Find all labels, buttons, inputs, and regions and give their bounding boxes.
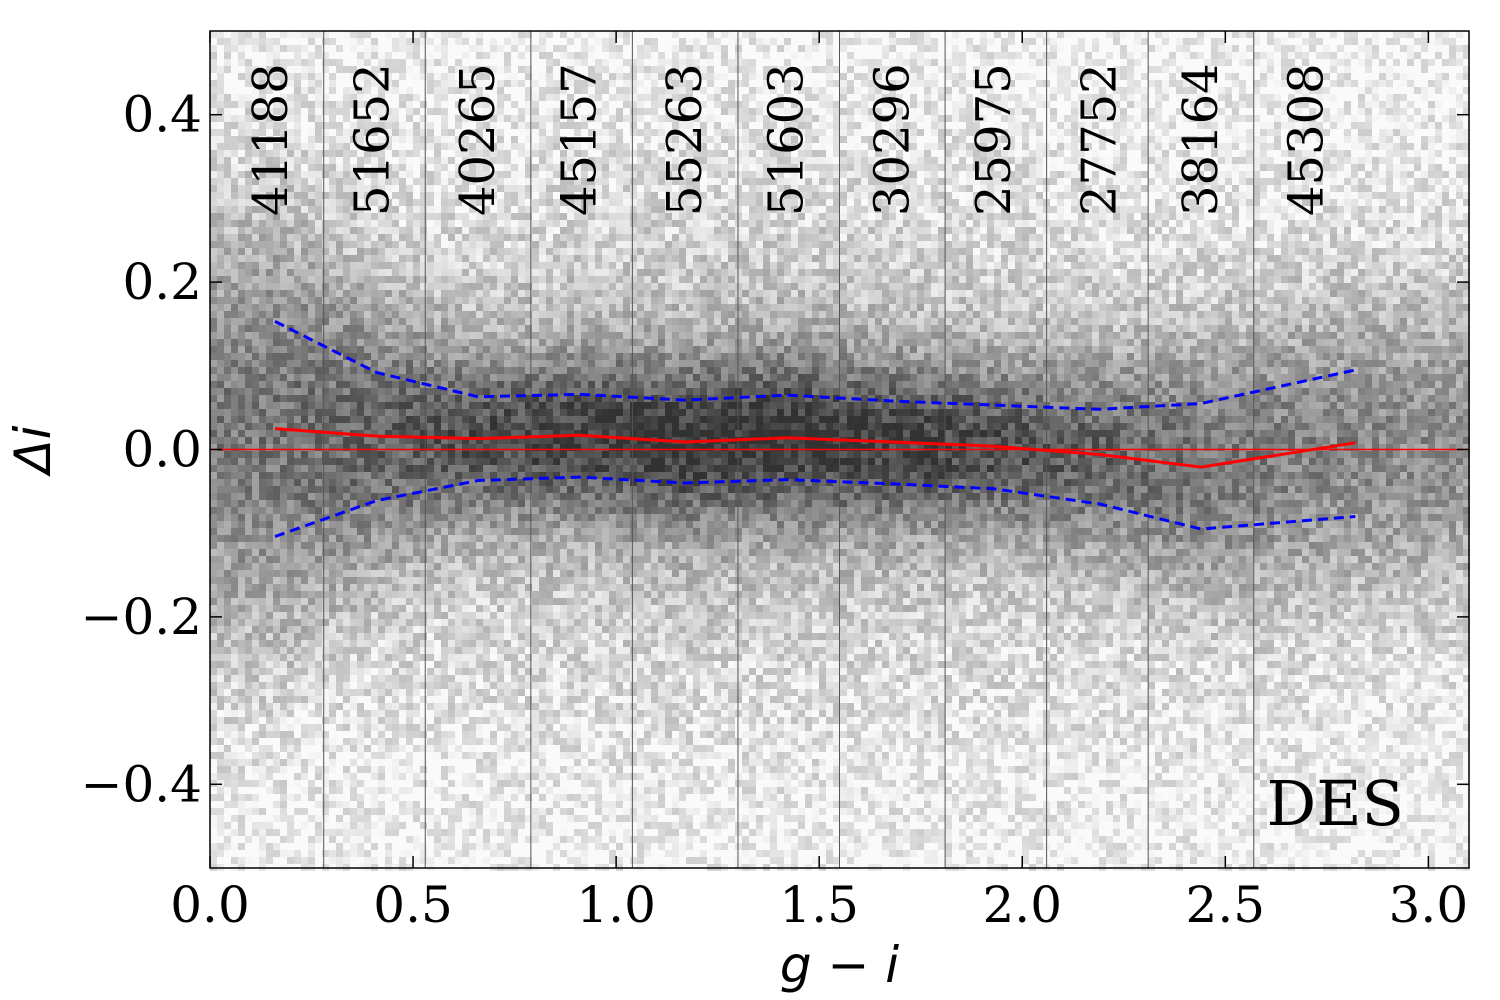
x-tick-label: 2.5 [1186,876,1266,934]
y-axis-title: Δi [4,425,62,477]
bin-count-label: 51603 [759,63,815,216]
bin-count-label: 45157 [552,63,608,216]
bin-count-label: 38164 [1173,63,1229,216]
survey-annotation: DES [1267,767,1404,840]
bin-count-label: 25975 [966,63,1022,216]
y-tick-label: 0.0 [122,421,202,479]
bin-count-label: 41188 [243,63,299,216]
y-tick-label: 0.2 [122,253,202,311]
bin-count-label: 55263 [657,63,713,216]
y-tick-label: −0.4 [81,755,202,813]
bin-count-label: 40265 [450,63,506,216]
bin-count-label: 30296 [864,63,920,216]
bin-count-label: 45308 [1279,63,1335,216]
y-tick-label: −0.2 [81,588,202,646]
x-axis-title: g − i [780,936,899,994]
x-tick-label: 1.0 [576,876,656,934]
x-tick-label: 1.5 [779,876,859,934]
bin-count-label: 51652 [344,63,400,216]
x-tick-label: 0.5 [373,876,453,934]
x-tick-label: 0.0 [170,876,250,934]
x-tick-label: 2.0 [982,876,1062,934]
bin-count-label: 27752 [1071,63,1127,216]
x-tick-label: 3.0 [1389,876,1469,934]
y-tick-label: 0.4 [122,86,202,144]
